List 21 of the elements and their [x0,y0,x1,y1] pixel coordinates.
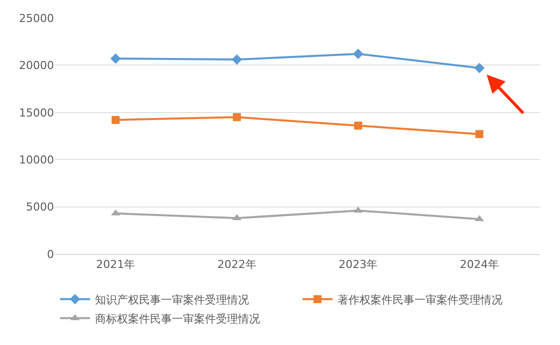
x-tick-label: 2021年 [96,258,136,272]
point [110,53,121,64]
y-tick-label: 20000 [19,59,54,72]
x-tick-label: 2024年 [460,258,499,272]
y-tick-label: 10000 [19,153,54,166]
x-tick-label: 2023年 [338,258,378,272]
point [475,130,484,138]
point [232,113,241,122]
legend-label: 商标权案件民事一审案件受理情况 [95,312,260,326]
legend-label: 著作权案件民事一审案件受理情况 [338,293,502,306]
legend-label: 知识产权民事一审案件受理情况 [95,293,249,306]
point [474,62,485,74]
point [232,54,242,65]
point [112,116,120,124]
y-tick-label: 25000 [19,12,54,25]
point [354,122,362,130]
point [352,48,364,60]
y-tick-label: 0 [47,248,54,261]
y-tick-label: 5000 [26,200,54,214]
x-tick-label: 2022年 [217,258,256,272]
y-tick-label: 15000 [19,106,54,120]
